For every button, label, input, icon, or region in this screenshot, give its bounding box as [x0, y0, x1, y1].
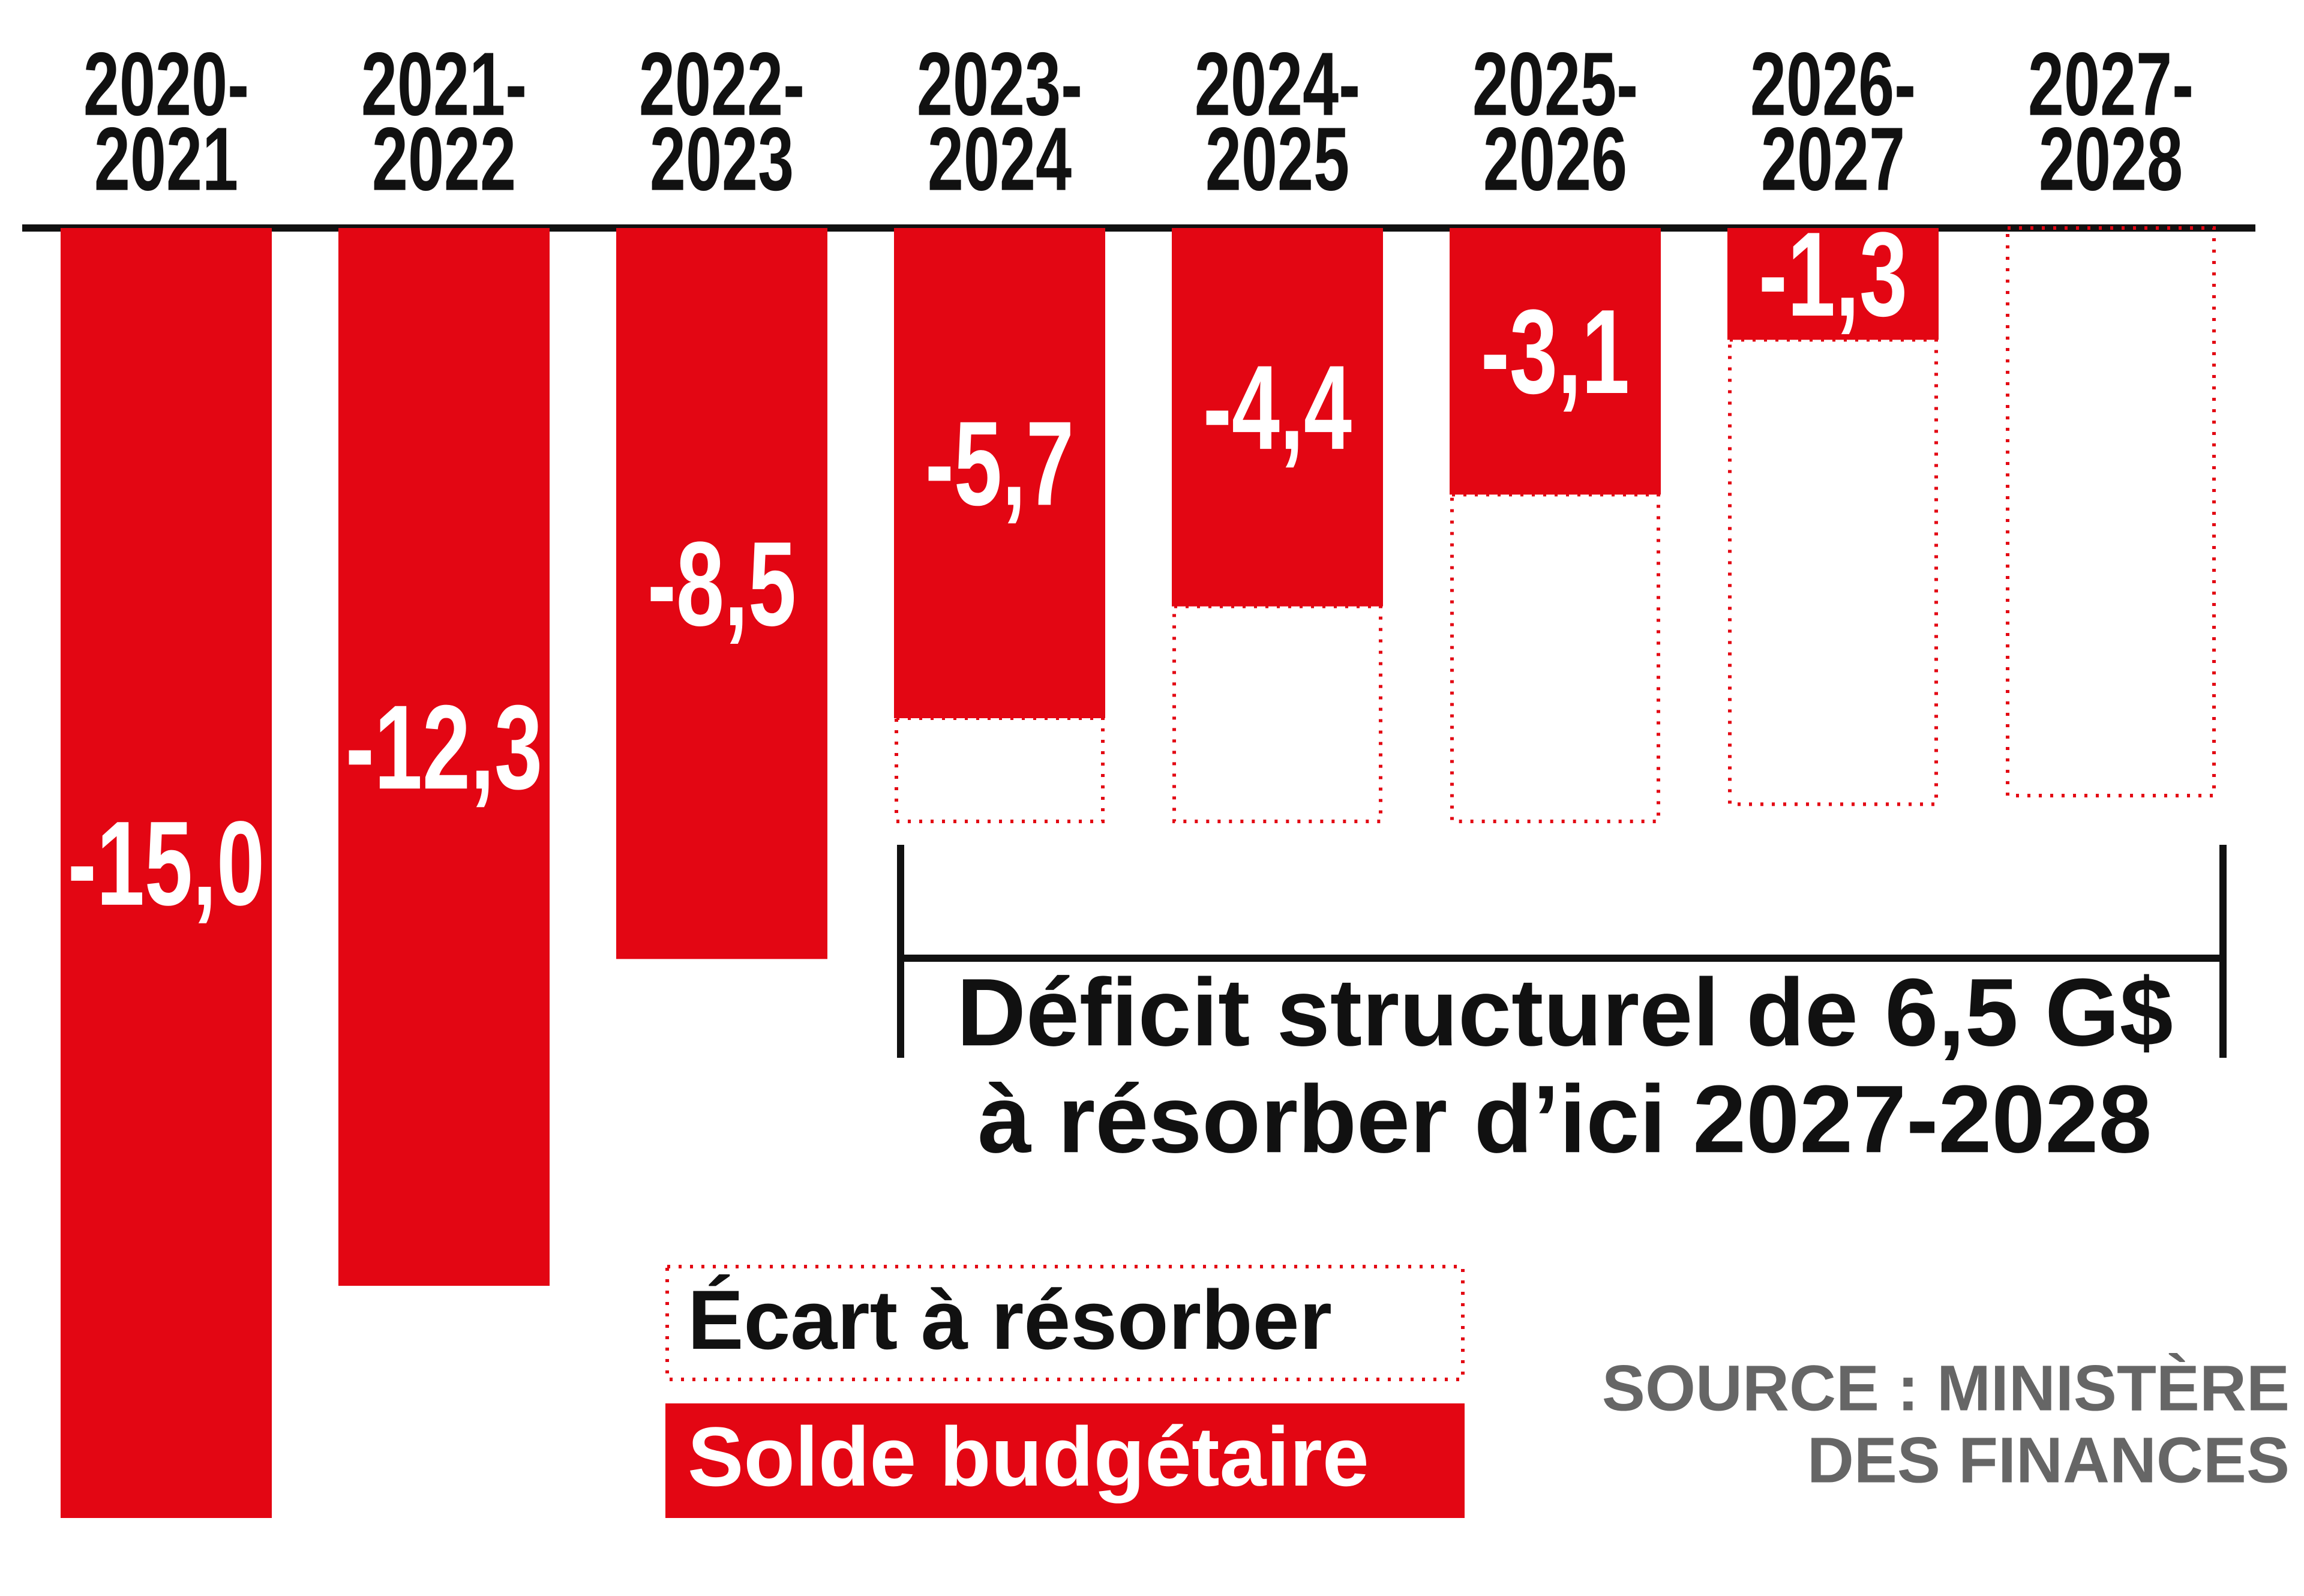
gap-segment [1450, 493, 1660, 823]
value-label: -12,3 [346, 680, 542, 814]
value-label: -3,1 [1481, 284, 1630, 419]
x-tick-label: 2025- [1472, 34, 1638, 134]
bar [1450, 228, 1661, 495]
gap-segment [895, 716, 1105, 823]
x-tick-label: 2023 [650, 109, 794, 209]
x-tick-label: 2024 [928, 109, 1072, 209]
value-label: -8,5 [647, 517, 796, 651]
x-tick-label: 2020- [83, 34, 249, 134]
x-tick-label: 2021- [361, 34, 527, 134]
x-tick-label: 2025 [1205, 109, 1349, 209]
x-tick-label: 2021 [94, 109, 238, 209]
bar [616, 228, 827, 959]
gap-segment [2006, 226, 2216, 797]
value-label: -1,3 [1759, 207, 1907, 341]
legend-label: Solde budgétaire [688, 1409, 1369, 1504]
gap-segment [1728, 338, 1938, 806]
bar [894, 228, 1105, 718]
x-tick-label: 2022 [372, 109, 516, 209]
source: DES FINANCES [1807, 1424, 2290, 1496]
bar [338, 228, 550, 1286]
bracket [897, 845, 2227, 1058]
source: SOURCE : MINISTÈRE [1602, 1352, 2290, 1424]
legend-swatch [665, 1403, 1465, 1518]
gap-segment [1172, 604, 1382, 824]
bar [61, 228, 272, 1518]
x-tick-label: 2027 [1761, 109, 1905, 209]
bar [1172, 228, 1383, 607]
x-tick-label: 2023- [917, 34, 1082, 134]
x-tick-label: 2022- [639, 34, 805, 134]
legend-label: Écart à résorber [688, 1273, 1332, 1367]
value-label: -4,4 [1203, 340, 1352, 475]
value-label: -5,7 [925, 396, 1074, 530]
annotation: à résorber d’ici 2027-2028 [978, 1065, 2152, 1172]
value-label: -15,0 [68, 796, 265, 930]
x-tick-label: 2024- [1195, 34, 1360, 134]
annotation: Déficit structurel de 6,5 G$ [956, 958, 2173, 1066]
x-tick-label: 2027- [2028, 34, 2194, 134]
x-tick-label: 2028 [2039, 109, 2183, 209]
bar [1727, 228, 1939, 340]
x-tick-label: 2026- [1750, 34, 1916, 134]
x-tick-label: 2026 [1483, 109, 1627, 209]
